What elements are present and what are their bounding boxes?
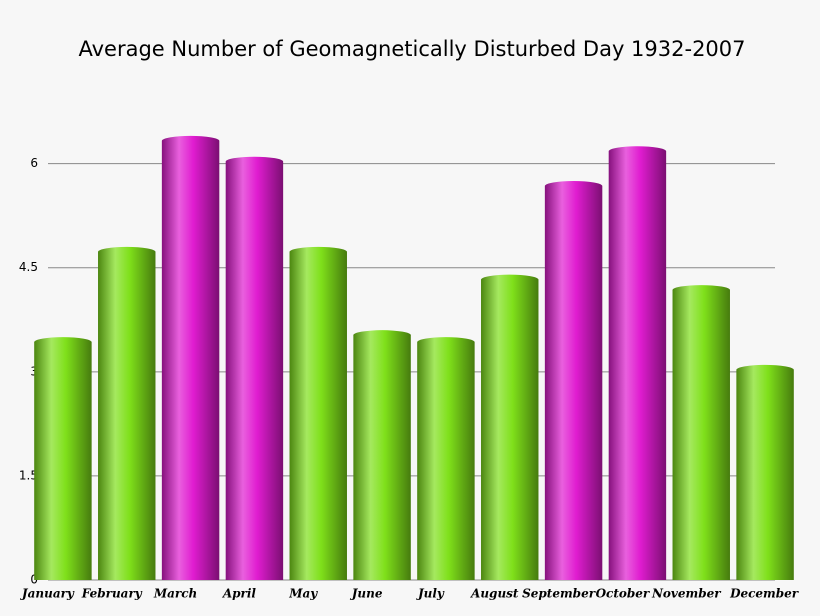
x-tick-label: July (416, 587, 445, 601)
bar (608, 146, 667, 580)
x-tick-label: November (651, 587, 722, 601)
x-tick-label: May (288, 587, 318, 601)
y-tick-label: 3 (30, 364, 38, 378)
x-tick-label: April (222, 587, 257, 601)
x-tick-label: September (522, 587, 597, 601)
x-tick-label: February (81, 587, 143, 601)
bar (672, 285, 730, 580)
bar (161, 135, 220, 580)
y-tick-label: 4.5 (19, 260, 38, 274)
bar (544, 180, 603, 580)
y-tick-label: 6 (30, 156, 38, 170)
x-tick-label: December (729, 587, 800, 601)
x-tick-label: June (350, 587, 383, 601)
bar (98, 246, 156, 580)
x-tick-label: January (20, 587, 75, 601)
bar (353, 330, 411, 580)
bar (736, 364, 794, 580)
y-tick-label: 0 (30, 573, 38, 587)
bar (225, 156, 284, 580)
bar (417, 337, 475, 580)
bar (481, 274, 539, 580)
chart-title: Average Number of Geomagnetically Distur… (78, 37, 745, 61)
bar (289, 246, 347, 580)
x-tick-label: October (596, 587, 651, 601)
y-tick-label: 1.5 (19, 468, 38, 482)
x-tick-label: August (470, 587, 519, 601)
bar (34, 337, 92, 580)
x-tick-label: March (153, 587, 197, 601)
